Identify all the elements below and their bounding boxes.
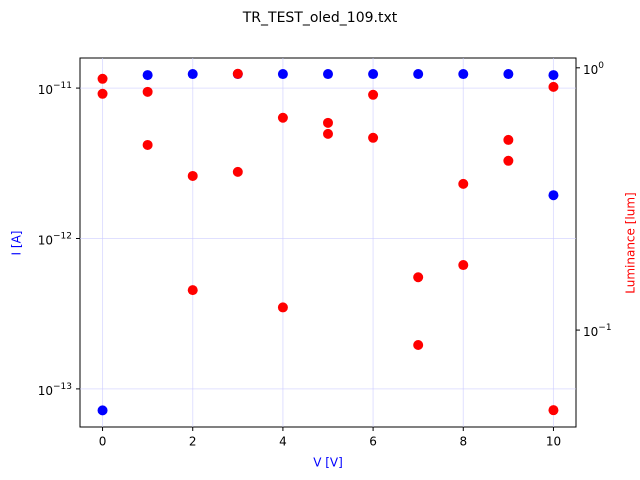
x-tick-label: 0 — [99, 435, 107, 449]
point — [277, 69, 288, 80]
point — [323, 128, 333, 139]
plot-frame — [79, 57, 577, 428]
point — [277, 302, 288, 313]
point — [323, 69, 333, 80]
point — [548, 190, 559, 201]
x-tick-label: 4 — [279, 435, 287, 449]
point — [323, 117, 333, 128]
x-tick-label: 6 — [369, 435, 377, 449]
chart-title: TR_TEST_oled_109.txt — [242, 10, 398, 26]
x-tick-label: 8 — [459, 435, 467, 449]
y2-tick-label: 100 — [583, 60, 604, 76]
y2-axis-label: Luminance [lum] — [624, 192, 638, 293]
point — [458, 178, 469, 189]
point — [187, 69, 198, 80]
point — [232, 166, 243, 177]
point — [458, 69, 469, 80]
x-axis-label: V [V] — [313, 456, 343, 470]
point — [458, 260, 469, 271]
point — [548, 81, 559, 92]
point — [97, 88, 108, 99]
point — [548, 405, 559, 416]
point — [97, 73, 108, 84]
point — [368, 132, 379, 143]
y2-tick-label: 10−1 — [583, 323, 612, 339]
point — [277, 112, 288, 123]
point — [368, 89, 379, 100]
point — [548, 70, 559, 81]
point — [503, 155, 514, 166]
point — [232, 68, 243, 79]
x-tick-label: 2 — [189, 435, 197, 449]
point — [142, 86, 153, 97]
point — [97, 405, 108, 416]
y-tick-label: 10−13 — [38, 381, 72, 397]
point — [142, 70, 153, 81]
point — [503, 134, 514, 145]
point — [413, 272, 424, 283]
x-tick-label: 10 — [546, 435, 561, 449]
point — [368, 69, 379, 80]
y-tick-label: 10−11 — [38, 81, 72, 97]
point — [413, 340, 424, 351]
point — [187, 285, 198, 296]
point — [187, 170, 198, 181]
y-tick-label: 10−12 — [38, 231, 72, 247]
y-axis-label: I [A] — [10, 231, 24, 256]
point — [413, 69, 424, 80]
point — [142, 139, 153, 150]
point — [503, 69, 514, 80]
